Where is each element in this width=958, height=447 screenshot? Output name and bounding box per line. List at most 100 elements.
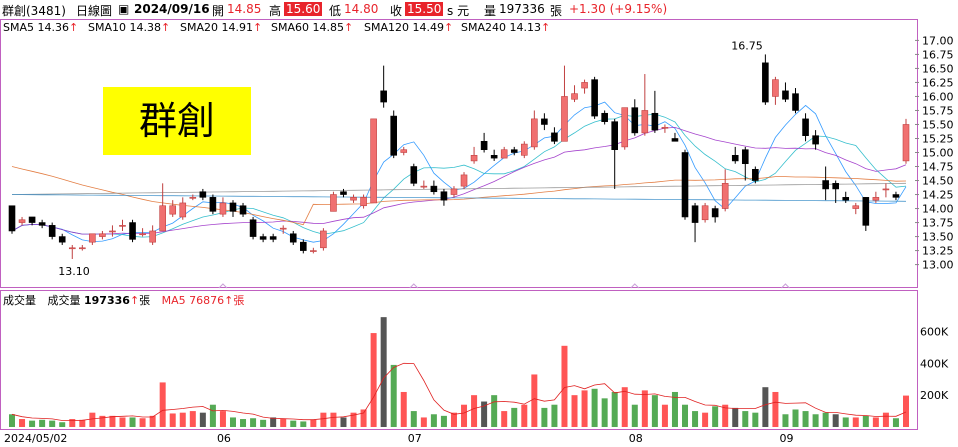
candle-body (752, 169, 759, 181)
volume-bar (882, 412, 889, 427)
price-tick-label: 13.00 (922, 259, 954, 272)
x-axis-label: 2024/05/02 (4, 432, 67, 445)
volume-value: 197336 (499, 2, 545, 16)
candle-body (400, 149, 408, 153)
ma-legend-sma60[interactable]: SMA60 14.85↑ (271, 21, 353, 34)
candle-body (340, 191, 347, 195)
volume-bar (481, 401, 488, 427)
volume-bar (179, 412, 186, 427)
sma5-text: SMA5 14.36 (3, 21, 69, 34)
ma-legend-sma5[interactable]: SMA5 14.36↑ (3, 21, 78, 34)
sma10-arrow: ↑ (160, 21, 171, 34)
price-panel[interactable] (0, 19, 918, 288)
volume-bar (772, 391, 779, 427)
price-tick-label: 13.25 (922, 245, 954, 258)
volume-bar (19, 419, 26, 427)
candle-body (169, 205, 177, 215)
volume-bar (682, 404, 689, 427)
change-value: +1.30 (+9.15%) (569, 2, 668, 16)
volume-label: 量 (484, 4, 497, 18)
calendar-icon[interactable]: ▣ (118, 2, 130, 16)
volume-bar (280, 419, 287, 427)
volume-bar (340, 417, 347, 427)
ma-legend-sma10[interactable]: SMA10 14.38↑ (88, 21, 170, 34)
candle-body (139, 233, 146, 236)
candle-body (872, 197, 880, 201)
sma240-text: SMA240 14.13 (461, 21, 541, 34)
stock-name-box: 群創 (103, 87, 251, 155)
volume-legend: 成交量 成交量 197336↑張 MA5 76876↑張 (3, 292, 244, 308)
candle-body (842, 197, 850, 201)
close-value: 15.50 (405, 2, 444, 16)
candle-body (28, 216, 36, 223)
volume-bar (591, 388, 598, 427)
volume-bar (219, 411, 226, 427)
candle-body (58, 236, 66, 243)
close-unit: s 元 (447, 4, 470, 18)
ma-legend-sma240[interactable]: SMA240 14.13↑ (461, 21, 550, 34)
candle-body (601, 112, 608, 122)
candle-body (109, 230, 116, 233)
volume-bar (692, 411, 699, 427)
candle-body (350, 197, 357, 201)
volume-bar (762, 387, 769, 427)
candle-body (832, 183, 839, 190)
volume-bar (832, 414, 839, 427)
candle-body (370, 118, 377, 204)
price-tick-label: 17.00 (922, 34, 954, 47)
date-value: 2024/09/16 (134, 2, 210, 16)
volume-bar (400, 391, 407, 427)
candle-body (68, 247, 76, 250)
price-tick-label: 15.25 (922, 132, 954, 145)
candle-body (310, 250, 317, 252)
x-axis-label: 06 (217, 432, 231, 445)
candle-body (691, 205, 699, 223)
candle-body (480, 140, 488, 150)
month-marker (218, 283, 228, 289)
volume-bar (149, 415, 156, 427)
volume-panel[interactable] (0, 290, 918, 430)
sma120-arrow: ↑ (443, 21, 454, 34)
sma20-arrow: ↑ (252, 21, 263, 34)
candle-body (812, 135, 819, 145)
candle-body (862, 197, 870, 226)
price-annotation: 16.75 (731, 39, 763, 52)
open-label: 開 (212, 4, 225, 18)
sma60-text: SMA60 14.85 (271, 21, 344, 34)
volume-bar (712, 406, 719, 427)
volume-bar (571, 395, 578, 427)
candle-body (852, 205, 860, 209)
candle-body (199, 191, 207, 198)
candle-body (591, 79, 598, 117)
sma10-text: SMA10 14.38 (88, 21, 161, 34)
candle-body (782, 90, 789, 100)
candle-body (460, 174, 468, 187)
volume-tick-label: 200K (920, 389, 949, 402)
volume-bar (189, 411, 196, 427)
price-tick-label: 13.75 (922, 217, 954, 230)
ma-line-sma10 (11, 113, 907, 238)
x-axis-label: 09 (779, 432, 793, 445)
candle-body (89, 233, 96, 243)
volume-bar (350, 412, 357, 427)
ma-legend-sma20[interactable]: SMA20 14.91↑ (180, 21, 262, 34)
period-label[interactable]: 日線圖 (76, 4, 113, 18)
volume-bar (862, 415, 869, 427)
vol-ma5-value: 76876 (189, 294, 225, 307)
sma60-arrow: ↑ (343, 21, 354, 34)
candle-body (300, 241, 307, 251)
ma-legend-sma120[interactable]: SMA120 14.49↑ (364, 21, 453, 34)
volume-tick-label: 400K (920, 357, 949, 370)
volume-bar (651, 395, 658, 427)
x-axis-label: 08 (629, 432, 643, 445)
candle-body (189, 197, 197, 199)
volume-bar (702, 412, 709, 427)
price-tick-label: 16.25 (922, 76, 954, 89)
volume-bar (641, 390, 648, 427)
candle-body (721, 183, 729, 209)
price-tick-label: 13.50 (922, 231, 954, 244)
candle-body (129, 222, 136, 240)
candle-body (551, 132, 558, 142)
volume-bar (59, 422, 66, 427)
